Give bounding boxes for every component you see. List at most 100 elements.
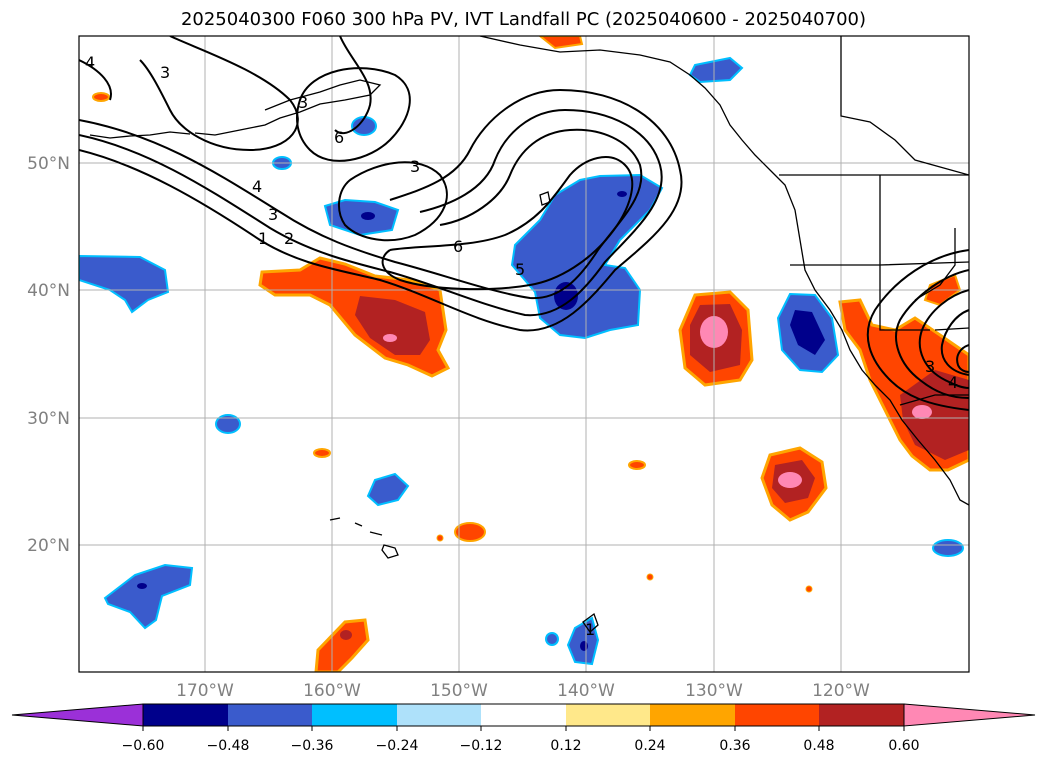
contour-label: 5 <box>515 260 525 279</box>
graticule <box>79 36 969 672</box>
lat-label: 20°N <box>27 536 70 556</box>
small-island <box>582 612 599 633</box>
colorbar-segment <box>228 704 312 726</box>
pv-contour <box>79 59 112 101</box>
lon-label: 150°W <box>430 681 488 701</box>
colorbar-segment <box>819 704 904 726</box>
hawaii-islands <box>329 517 399 559</box>
negative-pv-core <box>554 282 578 310</box>
negative-pv-core <box>790 310 825 355</box>
contour-label: 2 <box>284 229 294 248</box>
positive-pv-blob <box>313 448 331 458</box>
contour-label: 4 <box>948 373 958 392</box>
pv-contour <box>940 309 969 376</box>
alaska-coast <box>194 79 382 136</box>
negative-pv-core <box>580 641 588 651</box>
pv-contour <box>334 36 372 135</box>
pv-contour <box>381 156 634 291</box>
colorbar-tick: −0.36 <box>291 738 334 754</box>
us-state-line <box>934 327 969 331</box>
pv-contour <box>139 36 299 152</box>
contour-label: 4 <box>85 53 95 72</box>
contour-label: 3 <box>160 63 170 82</box>
pv-contour <box>296 67 411 162</box>
contour-label: 4 <box>252 177 262 196</box>
colorbar-tick: 0.48 <box>803 738 834 754</box>
pv-contour <box>338 161 448 242</box>
aleutian-chain <box>89 131 191 139</box>
colorbar-tick: −0.12 <box>460 738 503 754</box>
negative-pv-blob <box>79 254 170 314</box>
colorbar-tick: 0.60 <box>888 738 919 754</box>
us-state-line <box>879 265 930 331</box>
negative-pv-blob <box>510 173 664 340</box>
colorbar-segment <box>481 704 566 726</box>
lat-label: 30°N <box>27 409 70 429</box>
colorbar-frame <box>142 703 905 727</box>
contour-labels: 4 3 3 6 3 6 5 4 3 2 1 1 3 4 <box>85 53 958 639</box>
colorbar-tick: 0.36 <box>719 738 750 754</box>
positive-pv-blob <box>805 585 813 593</box>
contour-label: 1 <box>258 229 268 248</box>
positive-pv-core <box>340 630 352 640</box>
positive-pv-core <box>383 334 397 342</box>
map-frame <box>78 35 970 673</box>
lat-label: 40°N <box>27 281 70 301</box>
colorbar-extend-low <box>11 703 144 727</box>
colorbar-segment <box>312 704 397 726</box>
colorbar-segment <box>143 704 228 726</box>
positive-pv-blob <box>92 92 110 102</box>
latitude-labels: 50°N 40°N 30°N 20°N <box>27 154 70 556</box>
positive-pv-blob <box>314 618 370 672</box>
negative-pv-core <box>137 583 147 589</box>
colorbar: −0.60 −0.48 −0.36 −0.24 −0.12 0.12 0.24 … <box>11 703 1036 754</box>
colorbar-tick: 0.24 <box>634 738 665 754</box>
contour-label: 6 <box>453 237 463 256</box>
canada-inland <box>840 36 969 176</box>
negative-pv-blob <box>688 56 744 84</box>
coastlines <box>89 36 969 633</box>
colorbar-segment <box>735 704 819 726</box>
negative-pv-blob <box>103 563 194 630</box>
contour-label: 3 <box>268 205 278 224</box>
us-state-line <box>914 228 956 301</box>
negative-pv-blob <box>215 414 241 434</box>
negative-pv-blob <box>366 472 410 507</box>
positive-pv-blob <box>646 573 654 581</box>
lon-label: 170°W <box>176 681 234 701</box>
lon-label: 140°W <box>557 681 615 701</box>
positive-pv-blob <box>900 370 969 460</box>
contour-label: 3 <box>925 357 935 376</box>
colorbar-tick: −0.24 <box>376 738 419 754</box>
colorbar-extend-high <box>903 703 1036 727</box>
positive-pv-blob <box>628 460 646 470</box>
longitude-labels: 170°W 160°W 150°W 140°W 130°W 120°W <box>176 681 870 701</box>
positive-pv-core <box>778 472 802 488</box>
positive-pv-blob <box>538 36 584 50</box>
pv-contours <box>79 36 969 411</box>
pv-contour <box>956 344 969 373</box>
pv-contour <box>79 119 643 300</box>
negative-pv-blob <box>323 198 400 237</box>
colorbar-tick: −0.48 <box>207 738 250 754</box>
colorbar-segment <box>650 704 735 726</box>
colorbar-tick: 0.12 <box>550 738 581 754</box>
negative-pv-blob <box>566 616 600 666</box>
contour-label: 3 <box>298 93 308 112</box>
colorbar-tick: −0.60 <box>122 738 165 754</box>
lon-label: 120°W <box>812 681 870 701</box>
contour-label: 6 <box>334 128 344 147</box>
pv-anomaly-fields <box>79 36 969 672</box>
negative-pv-core <box>617 191 627 197</box>
pv-contour <box>895 269 969 399</box>
negative-pv-core <box>361 212 375 220</box>
gulf-alaska-coast <box>479 36 969 506</box>
pv-contour <box>866 249 969 411</box>
map-title: 2025040300 F060 300 hPa PV, IVT Landfall… <box>180 9 867 30</box>
lat-label: 50°N <box>27 154 70 174</box>
positive-pv-blob <box>436 534 444 542</box>
positive-pv-core <box>912 405 932 419</box>
contour-label: 1 <box>585 620 595 639</box>
pv-contour <box>79 108 663 317</box>
